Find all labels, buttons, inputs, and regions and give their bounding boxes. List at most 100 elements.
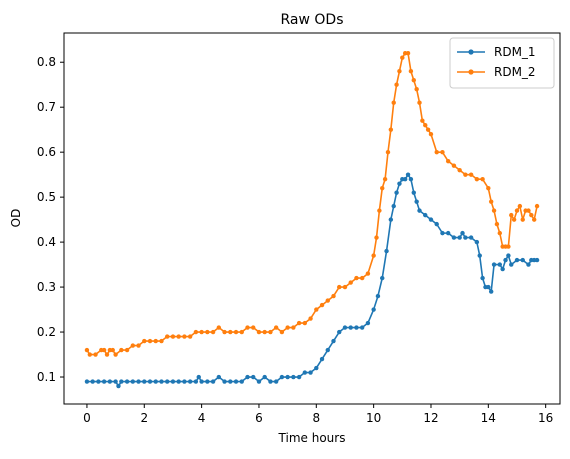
data-point xyxy=(391,100,396,105)
data-point xyxy=(384,248,389,254)
data-point xyxy=(279,329,285,335)
data-point xyxy=(445,158,451,164)
data-point xyxy=(391,203,396,209)
data-point xyxy=(348,280,353,285)
data-point xyxy=(142,379,147,384)
data-point xyxy=(354,325,359,330)
data-point xyxy=(365,320,371,326)
x-tick-label: 8 xyxy=(312,411,320,425)
data-point xyxy=(210,379,216,384)
data-point xyxy=(331,293,336,299)
chart-title: Raw ODs xyxy=(281,12,344,28)
data-point xyxy=(503,257,508,263)
data-point xyxy=(434,221,439,227)
data-point xyxy=(428,217,434,222)
data-point xyxy=(130,379,136,384)
data-point xyxy=(423,212,428,218)
data-point xyxy=(314,307,319,312)
data-point xyxy=(371,307,376,312)
data-point xyxy=(147,338,153,344)
data-point xyxy=(520,217,525,222)
data-point xyxy=(302,370,308,375)
data-point xyxy=(205,379,210,384)
data-point xyxy=(417,100,422,105)
y-axis-label: OD xyxy=(9,209,23,228)
data-point xyxy=(411,78,416,83)
data-point xyxy=(474,239,480,245)
data-point xyxy=(245,325,250,330)
legend: RDM_1 RDM_2 xyxy=(449,37,555,89)
data-point xyxy=(365,271,371,276)
data-point xyxy=(534,203,540,209)
data-point xyxy=(308,370,313,375)
data-point xyxy=(509,262,514,267)
data-point xyxy=(494,221,500,227)
data-point xyxy=(420,118,425,123)
data-point xyxy=(463,235,468,240)
data-point xyxy=(506,253,511,258)
data-point xyxy=(414,87,419,92)
x-tick-label: 12 xyxy=(423,411,438,425)
series-RDM_1 xyxy=(84,172,540,389)
y-tick-label: 0.2 xyxy=(37,325,56,339)
data-point xyxy=(268,329,273,335)
legend-swatch-marker xyxy=(468,49,474,55)
x-axis-label: Time hours xyxy=(278,431,346,445)
data-point xyxy=(417,208,422,213)
data-point xyxy=(319,356,325,362)
y-tick-label: 0.1 xyxy=(37,370,56,384)
data-point xyxy=(273,325,279,330)
data-point xyxy=(176,334,181,339)
data-point xyxy=(199,329,204,335)
data-point xyxy=(113,379,118,384)
x-tick-label: 14 xyxy=(481,411,496,425)
data-point xyxy=(337,284,342,290)
data-point xyxy=(408,69,414,74)
data-point xyxy=(87,352,93,357)
data-point xyxy=(325,347,330,353)
data-point xyxy=(136,343,141,348)
data-point xyxy=(245,374,250,380)
data-point xyxy=(228,329,233,335)
data-point xyxy=(414,199,419,204)
data-point xyxy=(423,122,428,128)
data-point xyxy=(268,379,273,384)
data-point xyxy=(302,320,308,326)
data-point xyxy=(222,379,227,384)
data-point xyxy=(388,127,394,132)
x-tick-label: 16 xyxy=(538,411,553,425)
data-point xyxy=(526,208,531,213)
data-point xyxy=(408,176,414,182)
data-point xyxy=(291,374,296,380)
legend-swatch-marker xyxy=(468,69,474,75)
data-point xyxy=(273,379,279,384)
plot-background xyxy=(64,33,560,404)
data-point xyxy=(124,379,130,384)
data-point xyxy=(210,329,216,335)
data-point xyxy=(342,284,348,290)
data-point xyxy=(256,329,262,335)
data-point xyxy=(374,235,379,240)
data-point xyxy=(480,176,485,182)
data-point xyxy=(405,172,411,177)
data-point xyxy=(488,289,494,294)
data-point xyxy=(394,82,399,87)
data-point xyxy=(451,163,457,168)
data-point xyxy=(517,203,523,209)
data-point xyxy=(451,235,457,240)
data-point xyxy=(463,172,468,177)
data-point xyxy=(104,352,110,357)
data-point xyxy=(182,334,187,339)
data-point xyxy=(375,293,381,299)
data-point xyxy=(411,190,416,195)
data-point xyxy=(251,325,256,330)
data-point xyxy=(116,383,121,389)
data-point xyxy=(342,325,348,330)
data-point xyxy=(511,217,517,222)
data-point xyxy=(101,379,107,384)
data-point xyxy=(187,334,193,339)
data-point xyxy=(285,374,290,380)
data-point xyxy=(107,379,113,384)
data-point xyxy=(371,253,376,258)
